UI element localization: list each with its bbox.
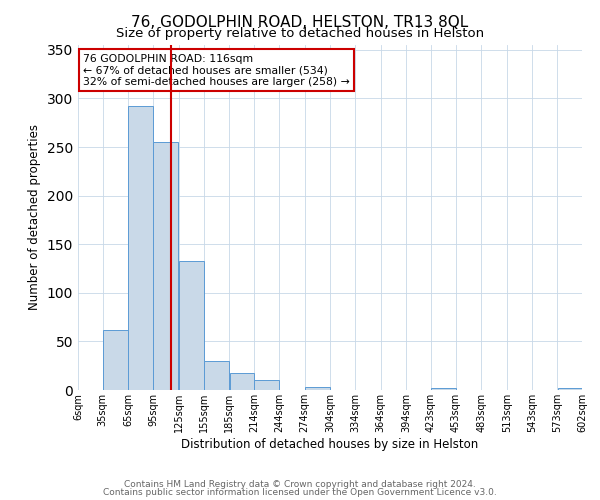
Bar [128, 106, 153, 390]
Bar [103, 330, 128, 390]
Text: Contains HM Land Registry data © Crown copyright and database right 2024.: Contains HM Land Registry data © Crown c… [124, 480, 476, 489]
Text: 76, GODOLPHIN ROAD, HELSTON, TR13 8QL: 76, GODOLPHIN ROAD, HELSTON, TR13 8QL [131, 15, 469, 30]
Bar [179, 260, 204, 390]
Bar [557, 388, 582, 390]
Bar [154, 142, 178, 390]
Y-axis label: Number of detached properties: Number of detached properties [28, 124, 41, 310]
Bar [431, 388, 456, 390]
Bar [254, 380, 279, 390]
Text: Size of property relative to detached houses in Helston: Size of property relative to detached ho… [116, 28, 484, 40]
X-axis label: Distribution of detached houses by size in Helston: Distribution of detached houses by size … [181, 438, 479, 450]
Bar [305, 387, 330, 390]
Text: Contains public sector information licensed under the Open Government Licence v3: Contains public sector information licen… [103, 488, 497, 497]
Text: 76 GODOLPHIN ROAD: 116sqm
← 67% of detached houses are smaller (534)
32% of semi: 76 GODOLPHIN ROAD: 116sqm ← 67% of detac… [83, 54, 350, 87]
Bar [204, 361, 229, 390]
Bar [230, 374, 254, 390]
